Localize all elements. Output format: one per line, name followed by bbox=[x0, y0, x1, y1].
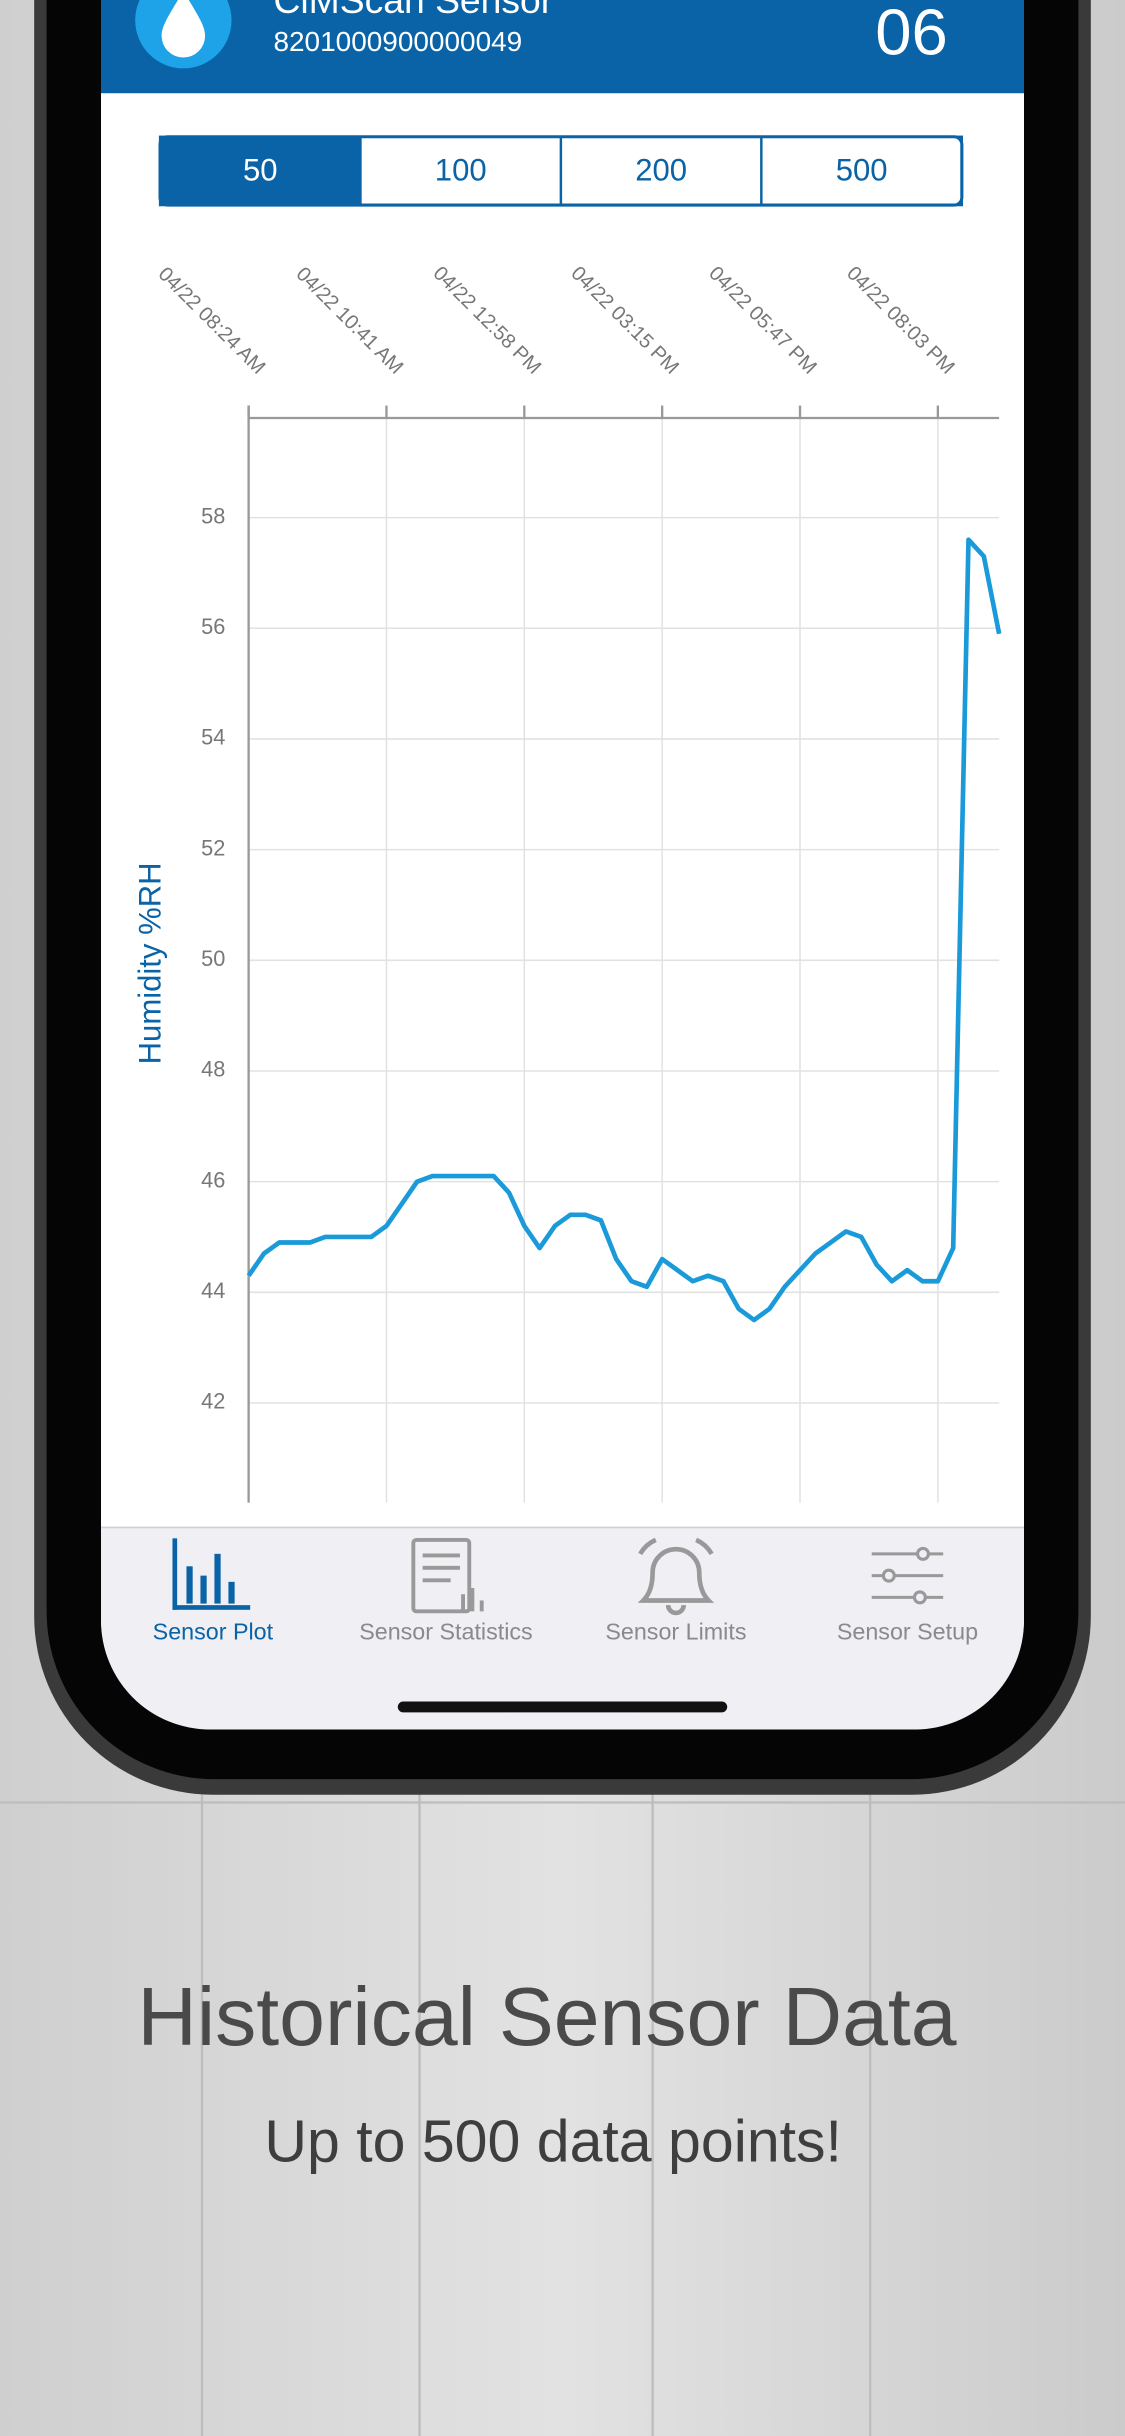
tab-bar bbox=[101, 1527, 1024, 1730]
plot-icon bbox=[172, 1538, 251, 1610]
y-tick-label: 50 bbox=[201, 946, 225, 971]
segment-label[interactable]: 500 bbox=[836, 153, 888, 188]
display bbox=[101, 0, 1024, 1730]
tab-label[interactable]: Sensor Statistics bbox=[359, 1618, 532, 1644]
limits-icon bbox=[637, 1537, 715, 1616]
y-tick-label: 54 bbox=[201, 725, 225, 750]
tab-label[interactable]: Sensor Limits bbox=[605, 1618, 746, 1644]
tab-label[interactable]: Sensor Plot bbox=[153, 1618, 274, 1644]
header-bar bbox=[101, 0, 1024, 94]
segment-label[interactable]: 200 bbox=[635, 153, 687, 188]
tab-label[interactable]: Sensor Setup bbox=[837, 1618, 978, 1644]
footer-subtitle: Up to 500 data points! bbox=[264, 2108, 842, 2174]
segment-button[interactable] bbox=[359, 135, 563, 207]
sensor-serial: 8201000900000049 bbox=[273, 26, 522, 57]
humidity-line bbox=[246, 537, 1002, 1323]
y-axis-label: Humidity %RH bbox=[132, 862, 167, 1064]
y-tick-label: 56 bbox=[201, 614, 225, 639]
statistics-icon bbox=[411, 1537, 484, 1614]
home-indicator bbox=[397, 1701, 728, 1713]
y-tick-label: 52 bbox=[201, 835, 225, 860]
drop-icon bbox=[161, 0, 206, 58]
segment-label[interactable]: 100 bbox=[435, 153, 487, 188]
y-tick-label: 48 bbox=[201, 1057, 225, 1082]
segment-outline bbox=[158, 135, 964, 207]
sensor-number: 06 bbox=[875, 0, 948, 69]
footer-title: Historical Sensor Data bbox=[137, 1971, 956, 2063]
sensor-title: ClMScan Sensor bbox=[273, 0, 553, 21]
setup-icon bbox=[871, 1546, 944, 1605]
y-tick-label: 58 bbox=[201, 503, 225, 528]
y-tick-label: 46 bbox=[201, 1167, 225, 1192]
wood-grain bbox=[0, 1786, 1125, 2436]
y-tick-label: 44 bbox=[201, 1278, 225, 1303]
y-tick-label: 42 bbox=[201, 1389, 225, 1414]
segment-label[interactable]: 50 bbox=[243, 153, 278, 188]
